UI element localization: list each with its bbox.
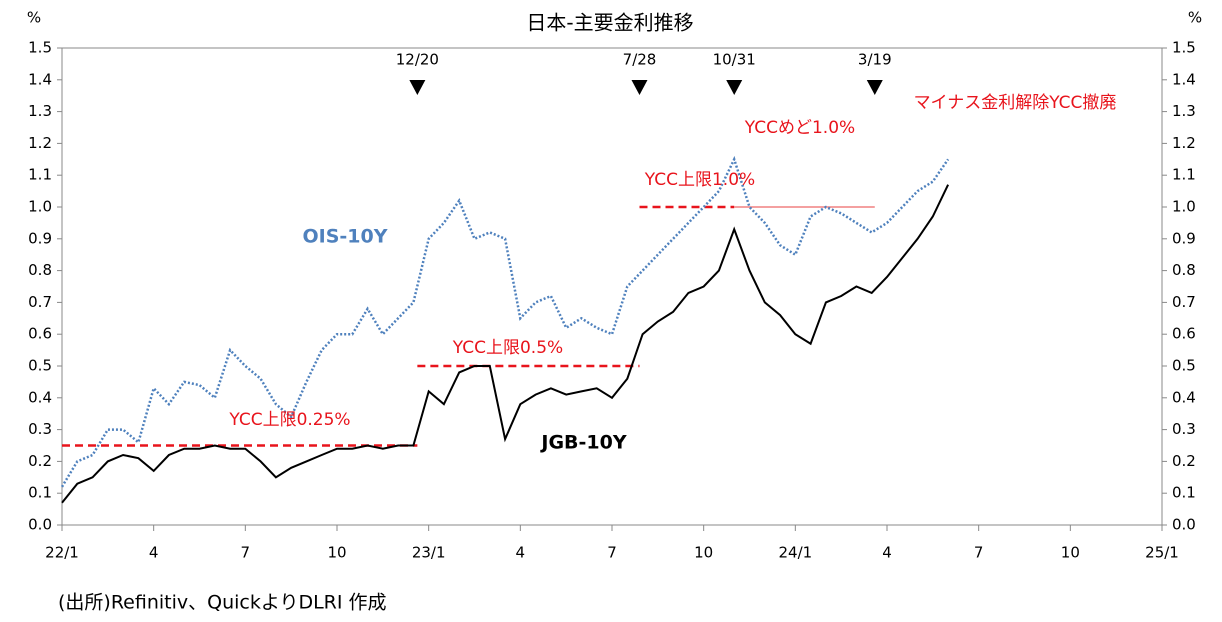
y2-tick-label: 0.6 bbox=[1172, 325, 1196, 343]
y2-tick-label: 0.2 bbox=[1172, 452, 1196, 470]
y2-tick-label: 0.1 bbox=[1172, 484, 1196, 502]
y2-tick-label: 0.9 bbox=[1172, 229, 1196, 247]
y2-tick-label: 0.5 bbox=[1172, 357, 1196, 375]
x-tick-label: 22/1 bbox=[45, 544, 79, 562]
annotation: YCC上限0.25% bbox=[228, 410, 350, 430]
event-marker bbox=[409, 80, 426, 95]
y-tick-label: 1.2 bbox=[28, 134, 52, 152]
x-tick-label: 10 bbox=[694, 544, 713, 562]
y2-tick-label: 1.3 bbox=[1172, 102, 1196, 120]
y-tick-label: 0.2 bbox=[28, 452, 52, 470]
event-marker bbox=[866, 80, 883, 95]
series-label: JGB-10Y bbox=[539, 432, 626, 454]
y2-tick-label: 1.2 bbox=[1172, 134, 1196, 152]
x-tick-label: 4 bbox=[882, 544, 892, 562]
x-tick-label: 7 bbox=[607, 544, 617, 562]
series-line bbox=[61, 184, 950, 504]
x-tick-label: 10 bbox=[327, 544, 346, 562]
y-tick-label: 0.9 bbox=[28, 229, 52, 247]
y2-tick-label: 0.0 bbox=[1172, 516, 1196, 534]
source-note: (出所)Refinitiv、QuickよりDLRI 作成 bbox=[58, 592, 387, 614]
y-unit-right: % bbox=[1188, 9, 1202, 27]
y-tick-label: 0.3 bbox=[28, 420, 52, 438]
y2-tick-label: 0.4 bbox=[1172, 388, 1196, 406]
x-tick-label: 4 bbox=[149, 544, 159, 562]
event-marker bbox=[726, 80, 743, 95]
event-label: 10/31 bbox=[713, 51, 756, 69]
y-tick-label: 0.1 bbox=[28, 484, 52, 502]
event-label: 12/20 bbox=[396, 51, 439, 69]
y-tick-label: 0.5 bbox=[28, 357, 52, 375]
chart-title: 日本-主要金利推移 bbox=[526, 11, 693, 35]
y2-tick-label: 1.4 bbox=[1172, 70, 1196, 88]
y-tick-label: 1.3 bbox=[28, 102, 52, 120]
x-tick-label: 7 bbox=[974, 544, 984, 562]
event-marker bbox=[631, 80, 648, 95]
y-tick-label: 1.0 bbox=[28, 198, 52, 216]
y-tick-label: 1.5 bbox=[28, 39, 52, 57]
y2-tick-label: 1.1 bbox=[1172, 166, 1196, 184]
x-tick-label: 25/1 bbox=[1145, 544, 1179, 562]
annotation: YCC上限1.0% bbox=[644, 170, 755, 190]
y-tick-label: 0.6 bbox=[28, 325, 52, 343]
y-tick-label: 0.4 bbox=[28, 388, 52, 406]
annotation: YCCめど1.0% bbox=[744, 118, 855, 138]
event-label: 3/19 bbox=[858, 51, 892, 69]
y2-tick-label: 0.3 bbox=[1172, 420, 1196, 438]
annotation: YCC上限0.5% bbox=[452, 338, 563, 358]
y2-tick-label: 1.0 bbox=[1172, 198, 1196, 216]
x-tick-label: 10 bbox=[1061, 544, 1080, 562]
y-tick-label: 0.8 bbox=[28, 261, 52, 279]
y-unit-left: % bbox=[27, 9, 41, 27]
annotation: マイナス金利解除YCC撤廃 bbox=[914, 93, 1117, 113]
x-tick-label: 4 bbox=[516, 544, 526, 562]
y2-tick-label: 1.5 bbox=[1172, 39, 1196, 57]
y-tick-label: 0.7 bbox=[28, 293, 52, 311]
x-tick-label: 24/1 bbox=[778, 544, 812, 562]
x-tick-label: 23/1 bbox=[412, 544, 446, 562]
series-label: OIS-10Y bbox=[303, 226, 388, 248]
y-tick-label: 1.1 bbox=[28, 166, 52, 184]
series-line bbox=[60, 155, 950, 488]
x-tick-label: 7 bbox=[241, 544, 251, 562]
event-label: 7/28 bbox=[623, 51, 657, 69]
y-tick-label: 1.4 bbox=[28, 70, 52, 88]
y2-tick-label: 0.8 bbox=[1172, 261, 1196, 279]
y2-tick-label: 0.7 bbox=[1172, 293, 1196, 311]
y-tick-label: 0.0 bbox=[28, 516, 52, 534]
